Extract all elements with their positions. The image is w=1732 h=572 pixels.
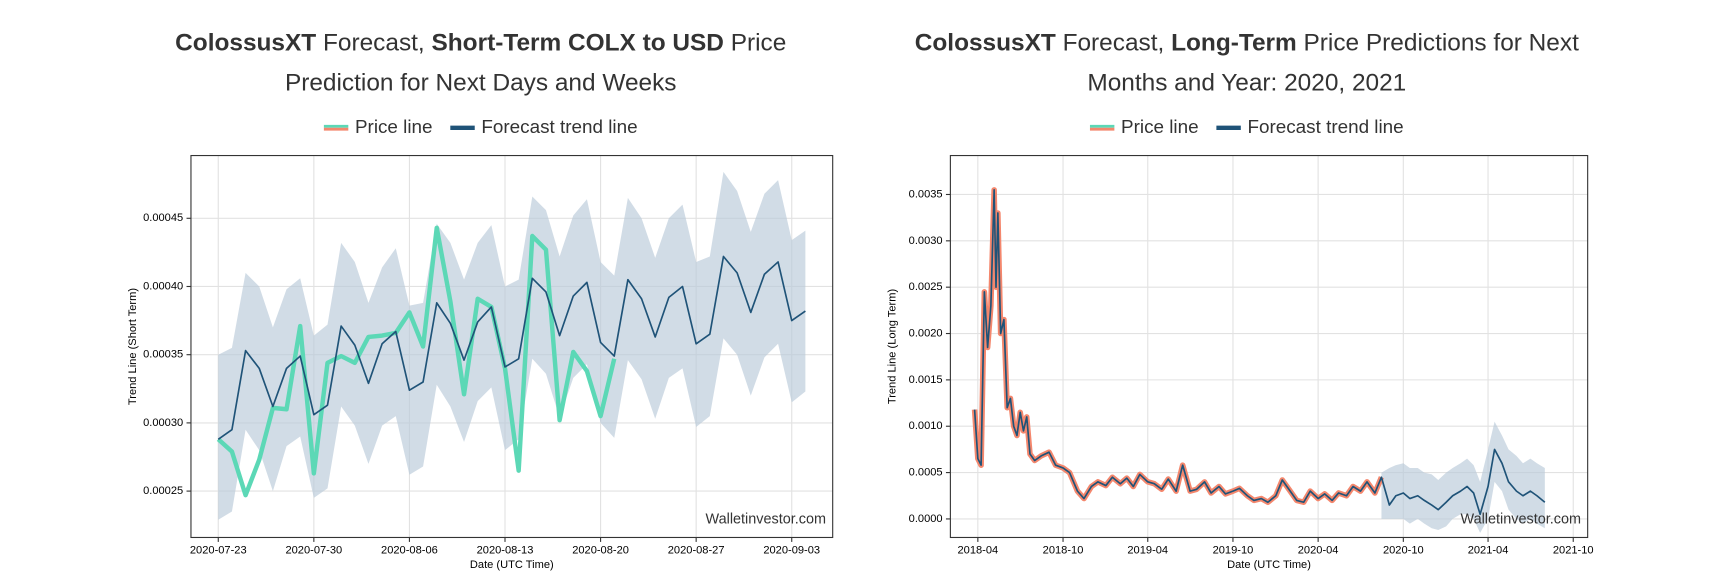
- watermark: Walletinvestor.com: [706, 512, 827, 528]
- series-line: [216, 225, 617, 498]
- legend-item: Price line: [323, 116, 433, 137]
- plot-marks: [216, 171, 806, 520]
- y-tick-label: 0.0015: [909, 374, 943, 386]
- chart: ColossusXT Forecast, Short-Term COLX to …: [127, 30, 834, 571]
- y-tick-label: 0.0020: [909, 327, 943, 339]
- legend: Price line Forecast trend line: [1089, 116, 1404, 137]
- y-tick-label: 0.00040: [143, 280, 183, 292]
- title-part: Price: [724, 30, 786, 57]
- y-tick-label: 0.00025: [143, 485, 183, 497]
- x-tick-label: 2020-09-03: [763, 545, 820, 557]
- x-tick-label: 2020-08-13: [477, 545, 534, 557]
- legend-label: Price line: [355, 116, 433, 137]
- chart-title: ColossusXT Forecast, Short-Term COLX to …: [175, 30, 786, 57]
- legend-label: Price line: [1121, 116, 1199, 137]
- title-part: ColossusXT: [915, 30, 1056, 57]
- x-tick-label: 2020-07-23: [190, 545, 247, 557]
- title-part: Forecast,: [316, 30, 431, 57]
- x-tick-label: 2020-08-06: [381, 545, 438, 557]
- y-tick-label: 0.0030: [909, 235, 943, 247]
- confidence-band: [1381, 421, 1545, 533]
- y-tick-label: 0.00030: [143, 417, 183, 429]
- x-tick-label: 2019-04: [1127, 545, 1168, 557]
- plot-frame: [949, 154, 1589, 539]
- x-tick-label: 2020-10: [1383, 545, 1424, 557]
- legend-item: Forecast trend line: [450, 116, 638, 137]
- legend-label: Forecast trend line: [1247, 116, 1403, 137]
- x-tick-label: 2021-10: [1553, 545, 1594, 557]
- legend-item: Forecast trend line: [1216, 116, 1404, 137]
- x-tick-label: 2019-10: [1213, 545, 1254, 557]
- plot-marks: [971, 187, 1546, 533]
- x-tick-label: 2020-04: [1298, 545, 1339, 557]
- title-part: Prediction for Next Days and Weeks: [285, 70, 677, 97]
- chart-title: ColossusXT Forecast, Long-Term Price Pre…: [915, 30, 1579, 57]
- y-axis-label: Trend Line (Long Term): [887, 289, 899, 404]
- series-line: [973, 189, 1546, 516]
- y-tick-label: 0.00035: [143, 349, 183, 361]
- title-part: ColossusXT: [175, 30, 316, 57]
- y-tick-label: 0.0025: [909, 281, 943, 293]
- y-tick-label: 0.0005: [909, 467, 943, 479]
- chart-title: Months and Year: 2020, 2021: [1087, 70, 1406, 97]
- x-tick-label: 2020-08-27: [668, 545, 725, 557]
- x-axis-label: Date (UTC Time): [470, 559, 554, 571]
- legend-item: Price line: [1089, 116, 1199, 137]
- x-tick-label: 2020-08-20: [572, 545, 629, 557]
- y-tick-label: 0.0035: [909, 188, 943, 200]
- y-tick-label: 0.0000: [909, 513, 943, 525]
- confidence-band: [218, 171, 806, 520]
- plot-area: [950, 155, 1588, 538]
- x-tick-label: 2018-10: [1043, 545, 1084, 557]
- chart-title: Prediction for Next Days and Weeks: [285, 70, 677, 97]
- x-axis-label: Date (UTC Time): [1227, 559, 1311, 571]
- y-tick-label: 0.0010: [909, 420, 943, 432]
- chart: ColossusXT Forecast, Long-Term Price Pre…: [887, 30, 1594, 571]
- x-tick-label: 2018-04: [957, 545, 998, 557]
- x-tick-label: 2021-04: [1468, 545, 1509, 557]
- plot-frame: [190, 154, 834, 539]
- x-tick-label: 2020-07-30: [285, 545, 342, 557]
- title-part: Price Predictions for Next: [1297, 30, 1579, 57]
- y-axis-label: Trend Line (Short Term): [127, 288, 139, 405]
- y-tick-label: 0.00045: [143, 212, 183, 224]
- title-part: Short-Term COLX to USD: [432, 30, 724, 57]
- title-part: Months and Year: 2020, 2021: [1087, 70, 1406, 97]
- title-part: Long-Term: [1171, 30, 1297, 57]
- series-line: [217, 255, 806, 440]
- watermark: Walletinvestor.com: [1461, 512, 1582, 528]
- legend-label: Forecast trend line: [481, 116, 637, 137]
- title-part: Forecast,: [1056, 30, 1171, 57]
- legend: Price line Forecast trend line: [323, 116, 638, 137]
